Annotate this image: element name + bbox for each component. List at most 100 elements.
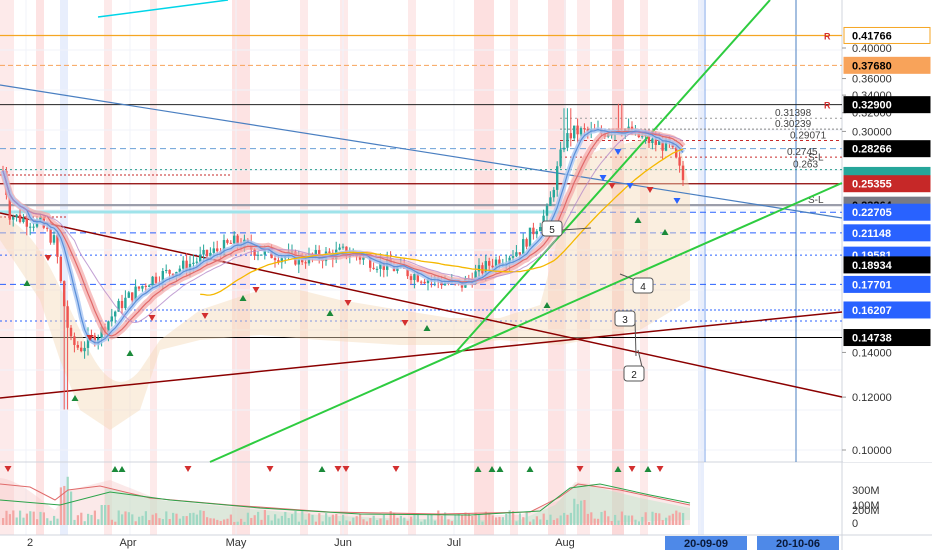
volume-bar bbox=[165, 511, 168, 525]
volume-bar bbox=[29, 511, 32, 525]
buy-signal-marker bbox=[239, 295, 247, 301]
volume-bar bbox=[25, 513, 28, 525]
volume-bar bbox=[83, 521, 86, 525]
volume-bar bbox=[338, 521, 341, 525]
candle-body bbox=[566, 133, 569, 148]
time-tick-label: Jun bbox=[334, 537, 352, 549]
volume-bar bbox=[491, 515, 494, 525]
price-badge-label: 0.18934 bbox=[852, 260, 893, 272]
ema-fast-line bbox=[2, 128, 684, 344]
volume-bar bbox=[22, 517, 25, 525]
volume-bar bbox=[648, 521, 651, 525]
trend-line-green bbox=[209, 182, 843, 463]
candle-body bbox=[148, 285, 151, 287]
price-badge bbox=[843, 224, 931, 242]
volume-bar bbox=[461, 514, 464, 525]
buy-signal-marker bbox=[644, 466, 652, 472]
price-badge-label: 0.21148 bbox=[852, 228, 891, 240]
candle-body bbox=[651, 138, 654, 143]
volume-bar bbox=[620, 511, 623, 525]
volume-bar bbox=[127, 512, 130, 525]
price-badge bbox=[843, 329, 931, 347]
candle-body bbox=[426, 279, 430, 284]
volume-bar bbox=[117, 510, 120, 525]
candle-body bbox=[32, 226, 35, 228]
volume-bar bbox=[532, 519, 535, 525]
volume-bar bbox=[246, 512, 249, 525]
volume-bar bbox=[121, 514, 124, 525]
candle-body bbox=[107, 321, 110, 333]
time-tick-label: Apr bbox=[119, 537, 136, 549]
candle-body bbox=[280, 258, 283, 263]
candle-body bbox=[678, 157, 681, 166]
price-badge-label: 0.25355 bbox=[852, 179, 892, 191]
buy-signal-marker bbox=[614, 466, 622, 472]
price-tick-label: 0.36000 bbox=[852, 74, 892, 86]
volume-bar bbox=[274, 514, 277, 525]
volume-bar bbox=[471, 516, 474, 525]
candle-body bbox=[369, 256, 372, 268]
volume-bar bbox=[457, 513, 460, 525]
volume-bar bbox=[549, 514, 552, 525]
volume-bar bbox=[308, 513, 311, 525]
candle-body bbox=[15, 214, 18, 218]
candle-body bbox=[8, 195, 11, 220]
price-badge-label: 0.17701 bbox=[852, 279, 892, 291]
candle-body bbox=[532, 227, 535, 235]
volume-bar bbox=[206, 517, 209, 525]
level-label: 0.30239 bbox=[775, 119, 812, 130]
volume-bar bbox=[223, 519, 226, 525]
volume-bar bbox=[110, 519, 113, 525]
buy-signal-marker bbox=[543, 302, 551, 308]
candle-body bbox=[22, 218, 25, 222]
candle-body bbox=[491, 265, 494, 268]
ema-slow-line bbox=[2, 130, 684, 337]
candle-body bbox=[420, 281, 423, 283]
volume-bar bbox=[80, 512, 83, 525]
elliott-wave-labels: 5 4 3 2 bbox=[541, 220, 654, 382]
candle-body bbox=[681, 165, 685, 181]
volume-bar bbox=[535, 516, 538, 525]
candle-body bbox=[117, 300, 120, 312]
volume-bar bbox=[168, 519, 171, 525]
candle-body bbox=[525, 239, 528, 247]
candle-body bbox=[586, 129, 589, 132]
candle-body bbox=[131, 292, 134, 301]
volume-bar bbox=[546, 519, 549, 525]
time-tick-label: Aug bbox=[555, 537, 575, 549]
price-badge bbox=[843, 175, 931, 193]
volume-bar bbox=[488, 512, 491, 525]
volume-bar bbox=[270, 520, 273, 525]
volume-bar bbox=[389, 511, 392, 525]
volume-bar bbox=[454, 515, 457, 525]
volume-bar bbox=[399, 515, 402, 525]
volume-bar bbox=[586, 513, 589, 525]
sma-line bbox=[200, 148, 684, 296]
candle-body bbox=[76, 344, 79, 348]
candle-body bbox=[358, 256, 362, 260]
candle-body bbox=[93, 335, 96, 344]
price-badge bbox=[843, 56, 931, 74]
volume-bar bbox=[267, 515, 270, 525]
buy-signal-marker bbox=[326, 310, 334, 316]
candle-body bbox=[304, 262, 307, 264]
candle-body bbox=[545, 205, 549, 216]
volume-bar bbox=[512, 511, 515, 525]
candle-body bbox=[481, 265, 484, 274]
volume-bar bbox=[379, 518, 382, 525]
session-band bbox=[36, 0, 44, 535]
volume-bar bbox=[518, 513, 521, 525]
volume-bar bbox=[362, 519, 365, 525]
volume-bar bbox=[637, 521, 640, 525]
price-badge bbox=[843, 203, 931, 221]
sell-signal-marker bbox=[266, 466, 274, 472]
candle-body bbox=[423, 281, 426, 284]
volume-bar bbox=[260, 519, 263, 525]
candle-body bbox=[185, 260, 188, 271]
volume-bar bbox=[365, 521, 368, 525]
candle-body bbox=[165, 269, 168, 271]
candle-body bbox=[192, 262, 195, 264]
price-badge-label: 0.28266 bbox=[852, 144, 892, 156]
